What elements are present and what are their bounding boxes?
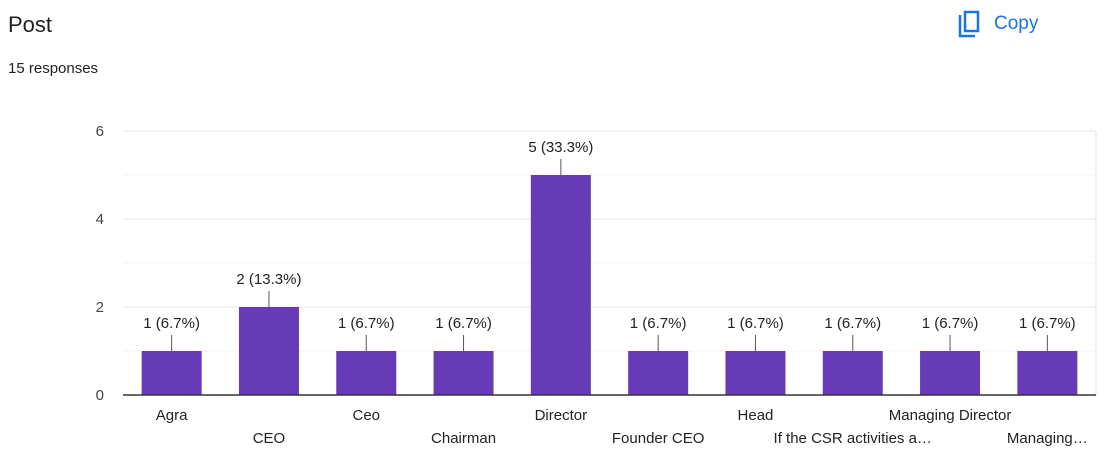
bar [628, 351, 689, 395]
data-label: 1 (6.7%) [338, 315, 395, 332]
x-tick-label: Director [535, 407, 588, 424]
data-label: 1 (6.7%) [824, 315, 881, 332]
bar [725, 351, 786, 395]
question-title: Post [8, 12, 53, 37]
bar [141, 351, 202, 395]
x-tick-label: Chairman [431, 430, 496, 447]
bar [1017, 351, 1078, 395]
data-label: 1 (6.7%) [1019, 315, 1076, 332]
data-label: 1 (6.7%) [435, 315, 492, 332]
x-tick-label: Agra [156, 407, 188, 424]
x-tick-label: Managing Director [889, 407, 1012, 424]
bar [822, 351, 883, 395]
data-label: 2 (13.3%) [236, 271, 301, 288]
response-count: 15 responses [8, 60, 99, 77]
x-tick-label: Founder CEO [612, 430, 705, 447]
y-tick-label: 0 [96, 387, 104, 404]
x-tick-label: CEO [253, 430, 286, 447]
x-tick-label: Head [738, 407, 774, 424]
data-label: 1 (6.7%) [143, 315, 200, 332]
data-label: 1 (6.7%) [630, 315, 687, 332]
copy-button[interactable]: Copy [958, 10, 1038, 38]
x-tick-label: Managing… [1007, 430, 1088, 447]
data-label: 1 (6.7%) [922, 315, 979, 332]
y-tick-label: 2 [96, 299, 104, 316]
bar [433, 351, 494, 395]
y-tick-label: 6 [96, 123, 104, 140]
copy-label: Copy [994, 13, 1039, 34]
bar [920, 351, 981, 395]
copy-icon [958, 10, 980, 38]
data-label: 1 (6.7%) [727, 315, 784, 332]
data-label: 5 (33.3%) [528, 139, 593, 156]
x-tick-label: If the CSR activities a… [774, 430, 932, 447]
x-tick-label: Ceo [352, 407, 380, 424]
bar [336, 351, 397, 395]
bar [238, 307, 299, 395]
y-tick-label: 4 [96, 211, 104, 228]
bar [530, 175, 591, 395]
